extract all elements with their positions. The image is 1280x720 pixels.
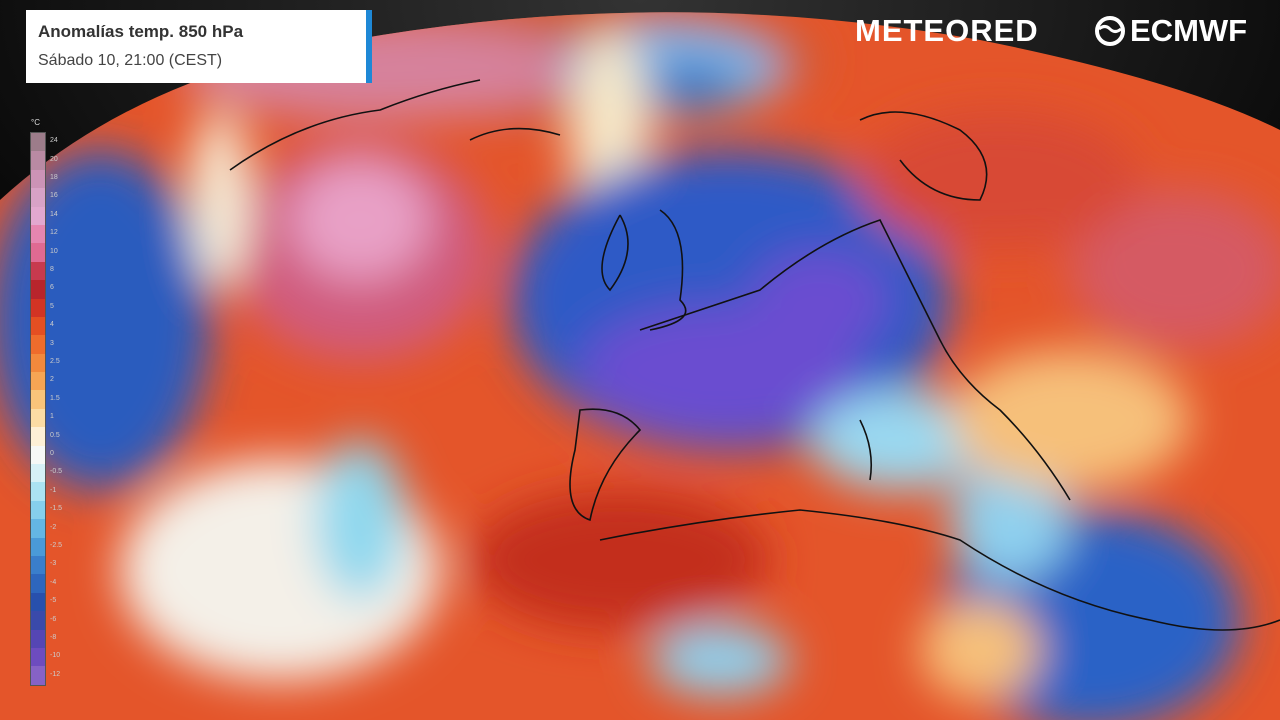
legend-label: -10 (50, 652, 61, 660)
legend-swatch (31, 537, 45, 556)
legend-label: 10 (50, 247, 58, 255)
legend-label: 0.5 (50, 431, 60, 439)
legend-label: -2.5 (50, 542, 63, 549)
legend-label: 3 (50, 339, 54, 347)
legend-swatch (31, 353, 45, 373)
title-box: Anomalías temp. 850 hPa Sábado 10, 21:00… (26, 10, 372, 83)
legend-swatch (31, 647, 45, 667)
legend-label: 12 (50, 229, 58, 237)
legend-label: 20 (50, 155, 58, 163)
legend-swatch (31, 372, 45, 391)
legend-label: 1.5 (50, 394, 60, 402)
legend-swatch (31, 298, 45, 317)
map-subtitle: Sábado 10, 21:00 (CEST) (38, 52, 223, 69)
map-title: Anomalías temp. 850 hPa (38, 22, 244, 41)
legend-label: 4 (50, 321, 54, 329)
legend-swatch (31, 408, 45, 428)
legend-swatch (31, 243, 45, 262)
legend-swatch (31, 261, 45, 281)
legend-label: -5 (50, 597, 57, 605)
legend-swatch (31, 482, 45, 501)
legend-swatch (31, 427, 45, 446)
legend-label: 18 (50, 174, 58, 181)
legend-label: -3 (50, 560, 57, 568)
legend-swatch (31, 335, 45, 354)
legend-label: -4 (50, 578, 57, 586)
legend-label: 1 (50, 413, 54, 421)
legend-label: 16 (50, 192, 58, 200)
legend-swatch (31, 555, 45, 575)
legend-swatch (31, 280, 45, 299)
brand-icon (1095, 16, 1125, 46)
legend-swatch (31, 464, 45, 483)
legend-swatch (31, 592, 45, 612)
legend-label: -1 (50, 486, 57, 494)
legend-swatch (31, 666, 45, 685)
legend-swatch (31, 169, 45, 189)
legend-label: -1.5 (50, 505, 63, 513)
legend-swatch (31, 390, 45, 409)
color-bar (30, 132, 46, 686)
legend-swatch (31, 611, 45, 630)
legend-swatch (31, 151, 45, 170)
legend-swatch (31, 316, 45, 336)
legend-swatch (31, 574, 45, 593)
coastlines (229, 79, 1280, 631)
legend-label: 5 (50, 302, 54, 310)
legend-swatch (31, 224, 45, 244)
legend-label: 0 (50, 450, 54, 457)
legend-label: 2.5 (50, 358, 60, 365)
legend-label: 6 (50, 284, 54, 292)
legend-label: -2 (50, 523, 57, 531)
brand-logo: METEORED (855, 13, 1039, 48)
color-legend: °C 24 20 18 16 14 12 10 8 6 5 4 3 2.5 2 1.5 1 0.5 0 -0.5 -1… (28, 118, 74, 688)
legend-swatch (31, 519, 45, 538)
legend-label: -6 (50, 615, 57, 623)
legend-swatch (31, 133, 45, 152)
brand-logo: ECMWF (1130, 13, 1248, 48)
legend-swatch (31, 629, 45, 648)
legend-swatch (31, 206, 45, 225)
legend-swatch (31, 188, 45, 207)
legend-label: 8 (50, 266, 54, 273)
legend-label: 2 (50, 376, 54, 384)
legend-swatch (31, 445, 45, 465)
legend-label: -0.5 (50, 468, 63, 476)
legend-label: -12 (50, 670, 61, 678)
legend-label: 24 (50, 137, 58, 145)
legend-label: 14 (50, 210, 58, 218)
legend-label: -8 (50, 634, 57, 641)
legend-unit: °C (31, 118, 40, 127)
legend-swatch (31, 500, 45, 520)
